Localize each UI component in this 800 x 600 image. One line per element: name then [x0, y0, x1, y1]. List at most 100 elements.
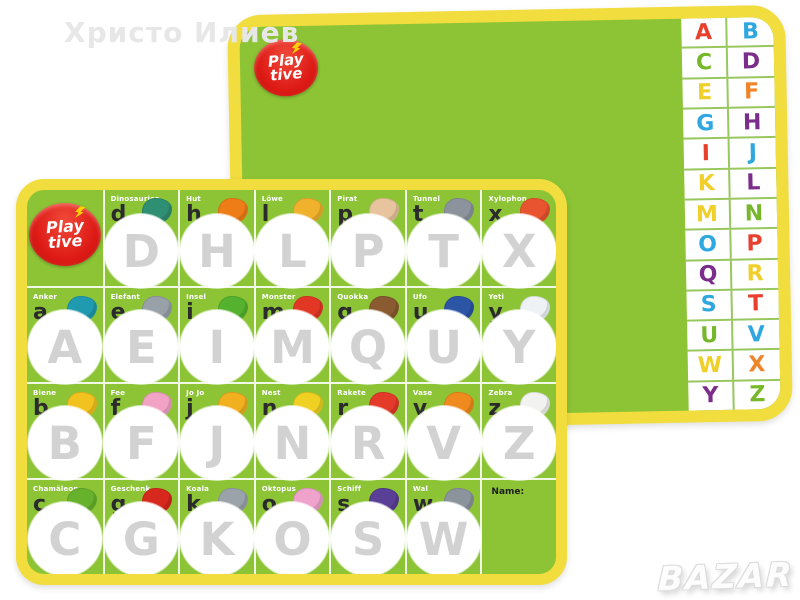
cell-uppercase: K — [199, 512, 235, 566]
cell-word: Quokka — [337, 293, 369, 301]
letter-cell-o: Oktopus o O — [253, 478, 330, 574]
trace-circle: O — [255, 502, 330, 574]
name-label: Name: — [491, 487, 525, 497]
cell-word: Hut — [186, 195, 201, 203]
letter-cell-e: Elefant e E — [102, 286, 179, 384]
cell-uppercase: W — [418, 512, 469, 566]
cell-uppercase: G — [122, 512, 160, 566]
letter-cell-g: Geschenk g G — [102, 478, 179, 574]
owner-watermark: Христо Илиев — [64, 16, 300, 49]
trace-circle: J — [179, 406, 254, 480]
front-logo-cell: Play tive — [27, 190, 103, 286]
letter-cell-l: Löwe l L — [253, 190, 330, 288]
alphabet-letter-m: M — [684, 199, 732, 229]
cell-word: Elefant — [110, 293, 140, 301]
alphabet-letter-s: S — [686, 290, 733, 320]
alphabet-letter-k: K — [684, 169, 731, 199]
alphabet-letter-z: Z — [749, 382, 766, 408]
alphabet-letter-y: Y — [688, 381, 735, 411]
cell-word: Pirat — [337, 195, 358, 203]
cell-word: Oktopus — [261, 485, 297, 493]
alphabet-letter-p: P — [746, 231, 763, 257]
trace-circle: A — [27, 310, 102, 384]
letter-cell-i: Insel i I — [178, 286, 254, 384]
cell-uppercase: Y — [502, 320, 536, 374]
cell-word: Fee — [110, 389, 126, 397]
letter-cell-b: Biene b B — [27, 382, 103, 480]
alphabet-letter-c: C — [681, 48, 729, 78]
cell-uppercase: U — [425, 320, 462, 374]
cell-uppercase: Z — [502, 416, 536, 470]
cell-lowercase: t — [412, 202, 424, 227]
cell-word: Monster — [261, 293, 296, 301]
front-board: Play tive Dinosaurier d D Hut h H Löwe l L Pirat p P T… — [16, 179, 567, 585]
cell-lowercase: f — [110, 396, 121, 421]
brand-line2: tive — [269, 63, 303, 85]
letter-cell-q: Quokka q Q — [329, 286, 406, 384]
alphabet-letter-n: N — [744, 200, 764, 227]
trace-circle: U — [406, 310, 481, 384]
cell-word: Jo Jo — [186, 389, 205, 397]
alphabet-letter-b: B — [741, 18, 760, 45]
alphabet-letter-h: H — [742, 109, 762, 136]
trace-circle: R — [331, 406, 406, 480]
trace-circle: C — [27, 502, 102, 574]
trace-circle: V — [406, 406, 481, 480]
letter-cell-j: Jo Jo j J — [178, 382, 254, 480]
letter-cell-h: Hut h H — [178, 190, 254, 288]
playtive-logo: Play tive — [28, 203, 101, 266]
letter-cell-v: Vase v V — [404, 382, 481, 480]
trace-circle: Y — [482, 310, 556, 384]
alphabet-letter-v: V — [747, 321, 766, 348]
alphabet-letter-j: J — [748, 140, 758, 166]
letter-cell-k: Koala k K — [178, 478, 254, 574]
trace-circle: F — [104, 406, 179, 480]
cell-uppercase: M — [270, 320, 315, 374]
alphabet-letter-t: T — [747, 291, 764, 317]
alphabet-letter-g: G — [682, 108, 730, 138]
alphabet-letter-f: F — [743, 79, 760, 105]
alphabet-letter-d: D — [741, 49, 761, 75]
alphabet-letter-i: I — [683, 139, 731, 169]
cell-word: Yeti — [488, 293, 505, 301]
trace-circle: L — [255, 214, 330, 288]
cell-uppercase: L — [278, 224, 307, 278]
name-cell: Name: — [480, 478, 556, 574]
cell-uppercase: F — [125, 416, 157, 470]
letter-cell-z: Zebra z Z — [480, 382, 556, 480]
trace-circle: I — [179, 310, 254, 384]
alphabet-letter-u: U — [687, 320, 734, 351]
letter-cell-w: Wal w W — [404, 478, 481, 574]
cell-uppercase: I — [208, 320, 226, 374]
cell-word: Xylophon — [488, 195, 527, 203]
store-watermark: BAZAR — [657, 554, 795, 599]
cell-uppercase: H — [198, 224, 236, 278]
cell-uppercase: S — [351, 512, 385, 566]
letter-cell-u: Ufo u U — [404, 286, 481, 384]
cell-uppercase: T — [428, 224, 459, 278]
cell-lowercase: i — [186, 300, 194, 325]
cell-uppercase: Q — [348, 320, 388, 374]
cell-uppercase: J — [208, 416, 226, 470]
trace-circle: D — [104, 214, 179, 288]
letter-cell-y: Yeti y Y — [480, 286, 556, 384]
letter-cell-m: Monster m M — [253, 286, 330, 384]
cell-uppercase: C — [48, 512, 82, 566]
trace-circle: Q — [331, 310, 406, 384]
letter-cell-c: Chamäleon c C — [27, 478, 103, 574]
cell-word: Biene — [33, 389, 57, 397]
cell-uppercase: X — [501, 224, 537, 278]
cell-word: Ufo — [412, 293, 427, 301]
cell-uppercase: D — [122, 224, 161, 278]
trace-circle: B — [27, 406, 102, 480]
trace-circle: N — [255, 406, 330, 480]
cell-word: Koala — [186, 485, 210, 493]
